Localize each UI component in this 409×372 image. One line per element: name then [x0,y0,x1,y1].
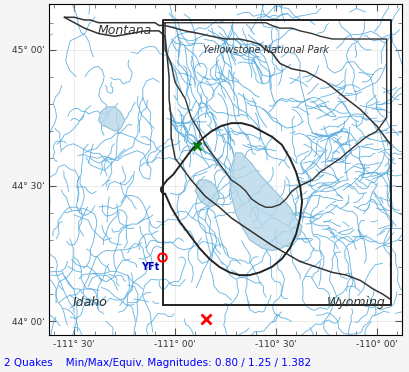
Text: 2 Quakes    Min/Max/Equiv. Magnitudes: 0.80 / 1.25 / 1.382: 2 Quakes Min/Max/Equiv. Magnitudes: 0.80… [4,358,310,368]
Text: Wyoming: Wyoming [326,296,385,309]
Polygon shape [195,180,219,207]
Text: YFt: YFt [140,262,159,272]
Polygon shape [98,107,124,131]
Text: Idaho: Idaho [73,296,108,309]
Text: Yellowstone National Park: Yellowstone National Park [202,45,328,55]
Text: Montana: Montana [97,24,151,37]
Polygon shape [229,153,301,251]
